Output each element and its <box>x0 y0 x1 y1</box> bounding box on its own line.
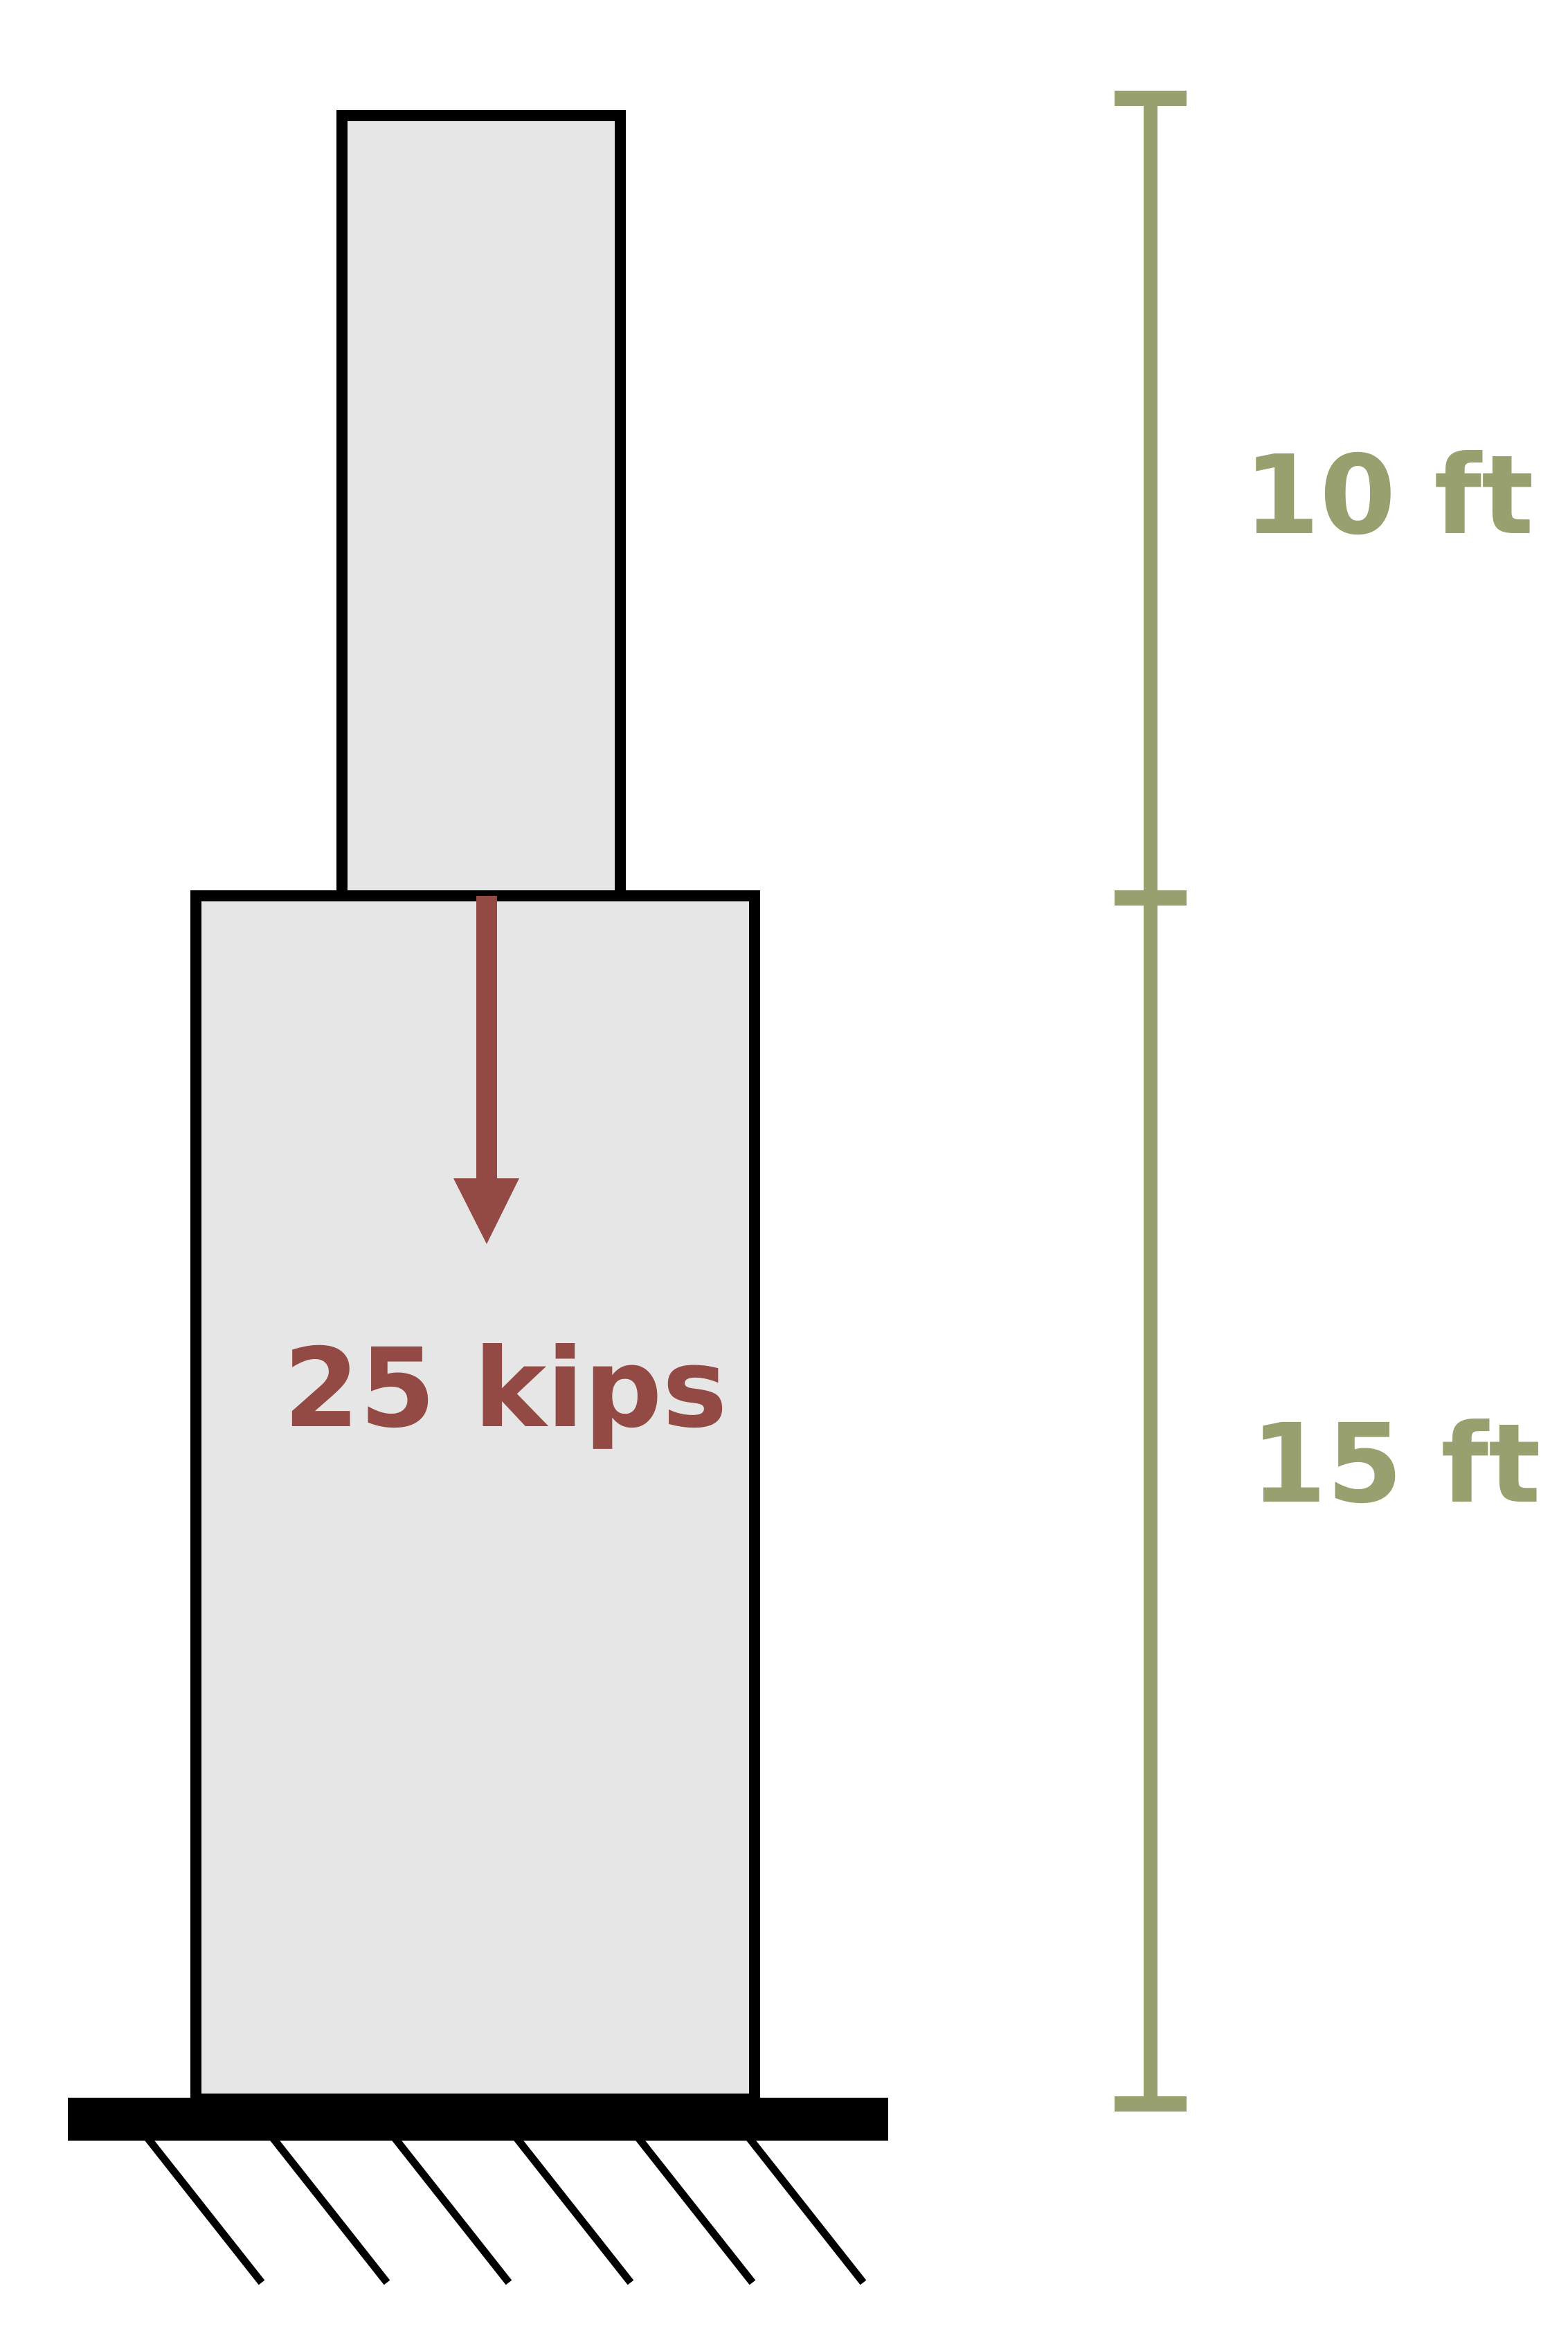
load-arrow <box>453 896 519 1244</box>
hatch-line <box>746 2135 867 2285</box>
hatch-line <box>269 2135 390 2285</box>
dimension-main-line <box>1144 98 1157 2105</box>
dimension-tick-top <box>1115 91 1187 106</box>
hatch-line <box>144 2135 265 2285</box>
lower-column-segment <box>190 890 760 2105</box>
dimension-tick-bottom <box>1115 2096 1187 2112</box>
dimension-tick-middle <box>1115 890 1187 906</box>
dimension-line <box>1115 91 1187 2112</box>
hatch-line <box>513 2135 634 2285</box>
load-label: 25 kips <box>283 1325 727 1452</box>
upper-column-segment <box>336 110 626 901</box>
fixed-support-base <box>68 2098 888 2141</box>
hatch-line <box>391 2135 512 2285</box>
load-arrow-head <box>453 1178 519 1244</box>
upper-dimension-label: 10 ft <box>1243 432 1533 559</box>
load-arrow-shaft <box>476 896 497 1181</box>
support-hatching <box>144 2135 867 2285</box>
lower-dimension-label: 15 ft <box>1250 1401 1540 1528</box>
hatch-line <box>635 2135 756 2285</box>
